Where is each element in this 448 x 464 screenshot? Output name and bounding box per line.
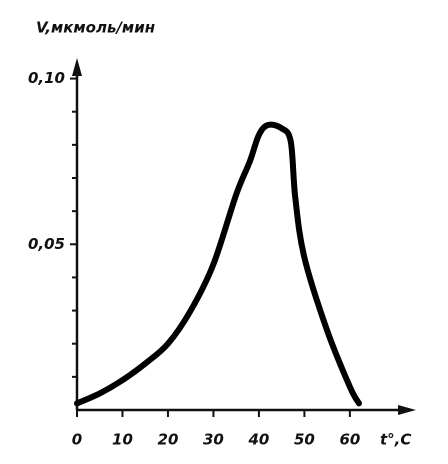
x-tick-label: 40 xyxy=(247,431,269,449)
y-tick-label: 0,10 xyxy=(28,69,65,87)
y-tick-label: 0,05 xyxy=(28,235,65,253)
y-arrow xyxy=(72,58,82,76)
x-tick-label: 10 xyxy=(112,431,133,449)
x-tick-label: 50 xyxy=(294,431,315,449)
curve xyxy=(74,121,362,407)
x-tick-label: 60 xyxy=(339,431,360,449)
x-arrow xyxy=(398,405,416,415)
x-tick-label: 30 xyxy=(203,431,224,449)
y-axis-label: V,мкмоль/мин xyxy=(36,19,155,37)
x-tick-label: 20 xyxy=(158,431,179,449)
x-tick-label: 0 xyxy=(72,431,82,449)
x-axis-label: t°,C xyxy=(380,431,411,449)
